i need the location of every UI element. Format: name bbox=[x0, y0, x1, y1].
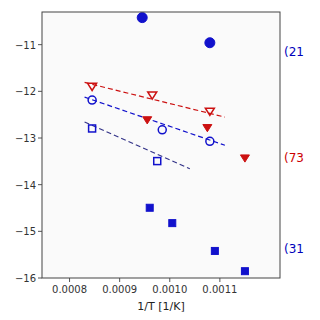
point bbox=[89, 125, 96, 132]
point bbox=[158, 126, 166, 134]
point bbox=[241, 268, 248, 275]
y-tick bbox=[38, 184, 42, 185]
point bbox=[146, 204, 153, 211]
y-tick bbox=[38, 91, 42, 92]
x-tick-label: 0.0010 bbox=[152, 284, 187, 295]
x-axis-label: 1/T [1/K] bbox=[137, 300, 184, 313]
fit-line bbox=[85, 82, 225, 117]
y-tick-label: −14 bbox=[15, 180, 36, 191]
x-tick bbox=[169, 278, 170, 282]
x-tick bbox=[119, 278, 120, 282]
point bbox=[205, 108, 214, 115]
chart: 0.0008 0.0009 0.0010 0.0011 −16 −15 −14 −13 −12 −… bbox=[0, 0, 320, 320]
plot-frame bbox=[42, 12, 280, 278]
annotation: (31 bbox=[284, 242, 304, 256]
x-tick bbox=[69, 278, 70, 282]
point bbox=[143, 117, 152, 124]
annotation: (21 bbox=[284, 45, 304, 59]
fit-line bbox=[85, 97, 225, 145]
point bbox=[137, 13, 147, 23]
y-tick bbox=[38, 231, 42, 232]
point bbox=[206, 137, 214, 145]
y-tick-label: −11 bbox=[15, 40, 36, 51]
x-tick-label: 0.0011 bbox=[202, 284, 237, 295]
x-tick-label: 0.0009 bbox=[102, 284, 137, 295]
plot-marks bbox=[85, 13, 250, 275]
point bbox=[154, 158, 161, 165]
y-tick bbox=[38, 138, 42, 139]
point bbox=[203, 125, 212, 132]
annotation: (73 bbox=[284, 151, 304, 165]
y-tick bbox=[38, 44, 42, 45]
x-tick-label: 0.0008 bbox=[52, 284, 87, 295]
y-tick-label: −13 bbox=[15, 133, 36, 144]
y-tick bbox=[38, 278, 42, 279]
point bbox=[205, 38, 215, 48]
fit-line bbox=[85, 122, 190, 169]
x-tick bbox=[219, 278, 220, 282]
point bbox=[148, 92, 157, 99]
point bbox=[240, 155, 249, 162]
point bbox=[88, 83, 97, 90]
point bbox=[88, 96, 96, 104]
plot-area bbox=[42, 12, 280, 278]
y-tick-label: −12 bbox=[15, 86, 36, 97]
y-tick-label: −16 bbox=[15, 273, 36, 284]
point bbox=[169, 220, 176, 227]
point bbox=[211, 247, 218, 254]
y-tick-label: −15 bbox=[15, 226, 36, 237]
